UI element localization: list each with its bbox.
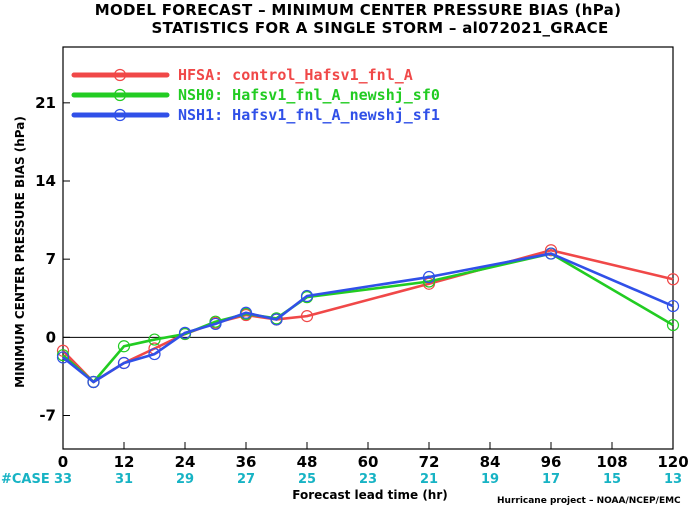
x-axis-label: Forecast lead time (hr) (292, 488, 448, 502)
data-point (87, 375, 100, 389)
data-point (544, 247, 558, 260)
series-1 (56, 244, 680, 389)
data-point (209, 317, 222, 331)
x-tick-label: 120 (657, 453, 688, 471)
case-count: 23 (359, 472, 377, 487)
y-tick-label: 0 (46, 328, 56, 346)
case-counts: 33 31 29 27 25 23 21 19 17 15 13 (54, 472, 682, 487)
case-count: 13 (664, 472, 682, 487)
y-tick-label: 7 (46, 250, 56, 268)
x-axis: 0 12 24 36 48 60 72 84 96 108 120 (58, 442, 689, 471)
x-tick-label: 12 (114, 453, 135, 471)
x-tick-label: 84 (480, 453, 501, 471)
x-tick-label: 24 (175, 453, 196, 471)
data-point (148, 347, 161, 361)
x-tick-label: 60 (358, 453, 379, 471)
data-point (300, 310, 314, 323)
data-point (300, 289, 314, 303)
legend-label: HFSA: control_Hafsv1_fnl_A (178, 66, 413, 84)
data-point (117, 340, 131, 353)
data-point (666, 299, 680, 313)
case-count: 21 (420, 472, 438, 487)
x-tick-label: 0 (58, 453, 68, 471)
data-point (56, 351, 70, 364)
data-point (270, 313, 283, 326)
x-tick-label: 108 (596, 453, 627, 471)
data-point (544, 244, 558, 257)
series-3 (56, 247, 680, 389)
series-line (62, 252, 674, 384)
case-count: 25 (298, 472, 316, 487)
x-tick-label: 48 (297, 453, 318, 471)
case-count: 33 (54, 472, 72, 487)
x-tick-label: 96 (541, 453, 562, 471)
legend-marker (113, 88, 127, 102)
case-count: 27 (237, 472, 255, 487)
data-point (666, 273, 680, 286)
x-tick-label: 72 (419, 453, 440, 471)
case-label: #CASE (1, 472, 50, 487)
y-tick-label: 14 (35, 172, 56, 190)
case-count: 29 (176, 472, 194, 487)
y-axis-label: MINIMUM CENTER PRESSURE BIAS (hPa) (13, 116, 27, 388)
chart-subtitle: STATISTICS FOR A SINGLE STORM – al072021… (151, 19, 608, 37)
case-count: 17 (542, 472, 560, 487)
series-layer (56, 244, 680, 389)
data-point (148, 333, 161, 346)
y-tick-label: 21 (35, 94, 56, 112)
y-tick-label: -7 (39, 407, 56, 425)
data-point (239, 306, 253, 319)
case-count: 15 (603, 472, 621, 487)
legend-label: NSH1: Hafsv1_fnl_A_newshj_sf1 (178, 106, 440, 124)
data-point (422, 270, 436, 284)
credit-text: Hurricane project – NOAA/NCEP/EMC (497, 496, 681, 506)
legend-item: NSH1: Hafsv1_fnl_A_newshj_sf1 (71, 106, 440, 124)
data-point (117, 356, 131, 370)
legend-item: NSH0: Hafsv1_fnl_A_newshj_sf0 (71, 86, 440, 104)
legend: HFSA: control_Hafsv1_fnl_A NSH0: Hafsv1_f… (71, 66, 440, 124)
legend-label: NSH0: Hafsv1_fnl_A_newshj_sf0 (178, 86, 440, 104)
legend-marker (113, 68, 127, 82)
y-axis: -7 0 7 14 21 (35, 94, 70, 425)
legend-item: HFSA: control_Hafsv1_fnl_A (71, 66, 413, 84)
data-point (178, 326, 192, 339)
case-count: 31 (115, 472, 133, 487)
data-point (666, 318, 680, 332)
legend-marker (113, 108, 127, 122)
chart-title: MODEL FORECAST – MINIMUM CENTER PRESSURE… (95, 1, 621, 19)
case-count: 19 (481, 472, 499, 487)
x-tick-label: 36 (236, 453, 257, 471)
